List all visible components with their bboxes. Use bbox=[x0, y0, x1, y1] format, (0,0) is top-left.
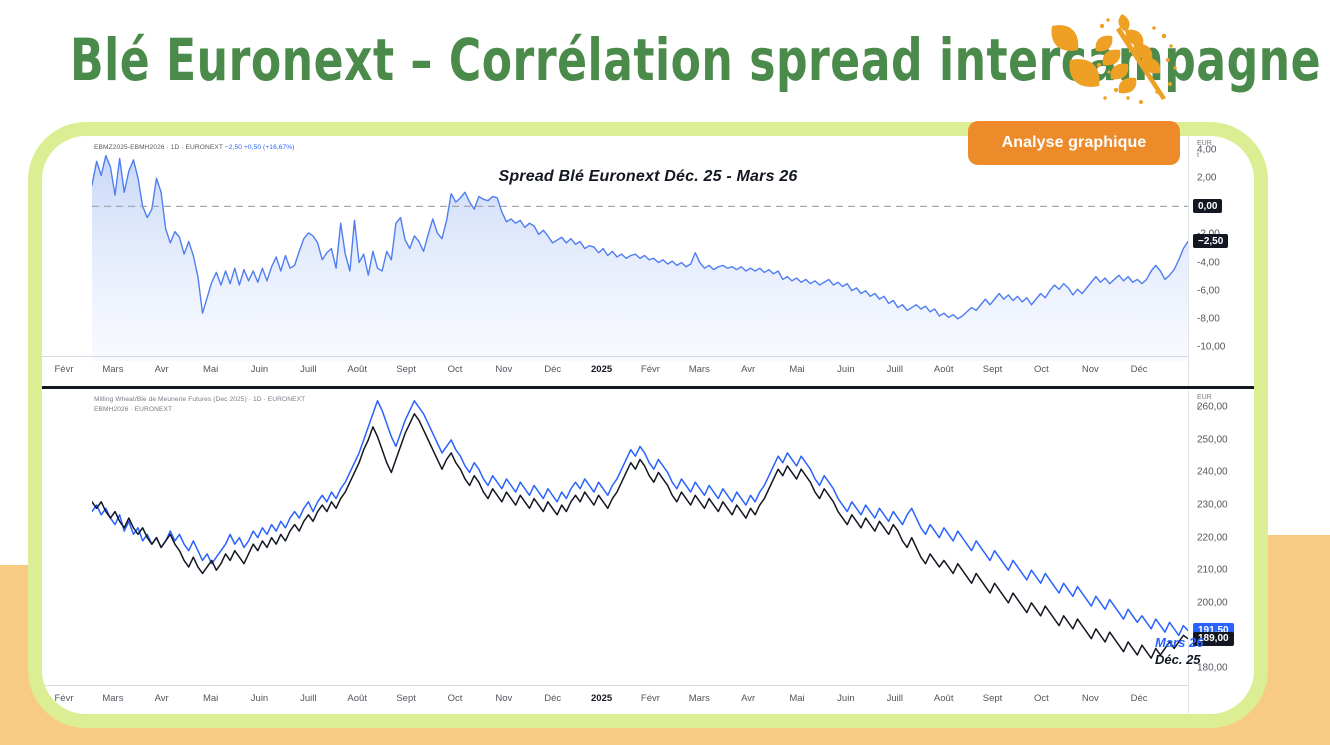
futures-x-tick: Juin bbox=[837, 693, 855, 704]
spread-x-tick: Déc bbox=[544, 364, 562, 375]
spread-x-tick: Oct bbox=[447, 364, 463, 375]
spread-x-tick: Déc bbox=[1130, 364, 1148, 375]
futures-x-tick: Févr bbox=[54, 693, 74, 704]
spread-plot[interactable] bbox=[92, 136, 1188, 386]
futures-legend-line1: Milling Wheat/Ble de Meunerie Futures (D… bbox=[94, 396, 306, 403]
spread-y-tick: 2,00 bbox=[1197, 172, 1217, 184]
futures-x-tick: Déc bbox=[1130, 693, 1148, 704]
futures-x-tick: Nov bbox=[1081, 693, 1099, 704]
spread-y-tick: -4,00 bbox=[1197, 257, 1220, 269]
spread-legend-ticker: EBMZ2025-EBMH2026 · 1D · EURONEXT bbox=[94, 144, 223, 151]
futures-y-tick: 200,00 bbox=[1197, 597, 1228, 609]
spread-price-badge: 0,00 bbox=[1193, 199, 1223, 214]
spread-x-tick: Nov bbox=[1081, 364, 1099, 375]
pane-separator bbox=[42, 386, 1254, 389]
spread-legend: EBMZ2025-EBMH2026 · 1D · EURONEXT −2,50 … bbox=[94, 144, 295, 151]
spread-x-tick: Août bbox=[347, 364, 367, 375]
futures-x-tick: 2025 bbox=[591, 693, 613, 704]
tradingview-chart[interactable]: EBMZ2025-EBMH2026 · 1D · EURONEXT −2,50 … bbox=[42, 136, 1254, 714]
spread-y-axis[interactable]: EUR t 4,00 2,00 0,00 -2,00 -4,00 -6,00 -8,00 -1… bbox=[1188, 136, 1254, 386]
spread-unit-weight: t bbox=[1197, 152, 1199, 159]
futures-y-tick: 230,00 bbox=[1197, 499, 1228, 511]
spread-x-tick: Juill bbox=[886, 364, 903, 375]
spread-x-tick: Juill bbox=[300, 364, 317, 375]
spread-x-tick: Sept bbox=[982, 364, 1003, 375]
chart-title: Spread Blé Euronext Déc. 25 - Mars 26 bbox=[498, 168, 798, 185]
futures-x-tick: Mai bbox=[789, 693, 805, 704]
futures-x-tick: Juin bbox=[250, 693, 269, 704]
spread-x-tick: Avr bbox=[741, 364, 756, 375]
futures-x-tick: Févr bbox=[640, 693, 660, 704]
spread-x-tick: Oct bbox=[1034, 364, 1049, 375]
spread-y-tick: -6,00 bbox=[1197, 285, 1220, 297]
spread-legend-change: +0,50 (+16,67%) bbox=[243, 144, 295, 151]
spread-y-tick: 4,00 bbox=[1197, 144, 1217, 156]
futures-unit-currency: EUR bbox=[1197, 394, 1212, 401]
futures-x-tick: Mars bbox=[102, 693, 124, 704]
analyse-graphique-badge[interactable]: Analyse graphique bbox=[968, 121, 1180, 165]
futures-unit-weight: t bbox=[1197, 404, 1199, 411]
futures-y-tick: 240,00 bbox=[1197, 466, 1228, 478]
futures-y-tick: 210,00 bbox=[1197, 564, 1228, 576]
futures-price-badge: 189,00 bbox=[1193, 631, 1234, 646]
series-label-dec25: Déc. 25 bbox=[1155, 652, 1201, 667]
spread-x-tick: Févr bbox=[640, 364, 660, 375]
spread-x-tick: Mai bbox=[789, 364, 805, 375]
futures-legend-line2: EBMH2026 · EURONEXT bbox=[94, 406, 173, 413]
spread-legend-last: −2,50 bbox=[224, 144, 242, 151]
spread-price-badge: −2,50 bbox=[1193, 234, 1229, 249]
spread-x-tick: Juin bbox=[250, 364, 269, 375]
futures-y-tick: 220,00 bbox=[1197, 532, 1228, 544]
futures-series-svg bbox=[92, 400, 1188, 659]
futures-x-tick: Avr bbox=[741, 693, 756, 704]
futures-x-axis[interactable]: Févr Mars Avr Mai Juin Juill Août Sept Oct Nov Déc… bbox=[42, 685, 1188, 712]
futures-x-tick: Oct bbox=[1034, 693, 1049, 704]
futures-x-tick: Déc bbox=[544, 693, 562, 704]
spread-x-axis[interactable]: Févr Mars Avr Mai Juin Juill Août Sept Oct Nov Déc… bbox=[42, 356, 1188, 383]
futures-x-tick: Juill bbox=[300, 693, 317, 704]
spread-x-tick: 2025 bbox=[591, 364, 613, 375]
futures-y-tick: 250,00 bbox=[1197, 434, 1228, 446]
futures-y-axis[interactable]: EUR t 260,00 250,00 240,00 230,00 220,00 210,… bbox=[1188, 391, 1254, 714]
futures-x-tick: Avr bbox=[154, 693, 169, 704]
spread-y-tick: -8,00 bbox=[1197, 313, 1220, 325]
futures-x-tick: Juill bbox=[886, 693, 903, 704]
futures-x-tick: Sept bbox=[982, 693, 1003, 704]
futures-x-tick: Sept bbox=[396, 693, 416, 704]
spread-unit-currency: EUR bbox=[1197, 140, 1212, 147]
futures-pane[interactable]: Milling Wheat/Ble de Meunerie Futures (D… bbox=[42, 391, 1254, 714]
spread-x-tick: Mars bbox=[102, 364, 124, 375]
futures-y-tick: 180,00 bbox=[1197, 662, 1228, 674]
spread-x-tick: Sept bbox=[396, 364, 416, 375]
spread-y-tick: -10,00 bbox=[1197, 341, 1226, 353]
spread-x-tick: Juin bbox=[837, 364, 855, 375]
spread-x-tick: Août bbox=[933, 364, 954, 375]
spread-series-svg bbox=[92, 154, 1188, 361]
spread-y-tick: -2,00 bbox=[1197, 229, 1220, 240]
futures-x-tick: Nov bbox=[495, 693, 513, 704]
futures-x-tick: Août bbox=[933, 693, 954, 704]
futures-x-tick: Mai bbox=[202, 693, 219, 704]
wheat-stalk-logo bbox=[1042, 8, 1222, 108]
spread-pane[interactable]: EBMZ2025-EBMH2026 · 1D · EURONEXT −2,50 … bbox=[42, 136, 1254, 386]
spread-x-tick: Mai bbox=[202, 364, 219, 375]
futures-y-tick: 260,00 bbox=[1197, 401, 1228, 413]
spread-x-tick: Nov bbox=[495, 364, 513, 375]
futures-x-tick: Oct bbox=[447, 693, 463, 704]
spread-x-tick: Févr bbox=[54, 364, 74, 375]
series-label-mars26: Mars 26 bbox=[1155, 635, 1204, 650]
spread-x-tick: Avr bbox=[154, 364, 169, 375]
futures-plot[interactable] bbox=[92, 391, 1188, 714]
futures-x-tick: Mars bbox=[688, 693, 710, 704]
spread-x-tick: Mars bbox=[688, 364, 710, 375]
futures-x-tick: Août bbox=[347, 693, 367, 704]
